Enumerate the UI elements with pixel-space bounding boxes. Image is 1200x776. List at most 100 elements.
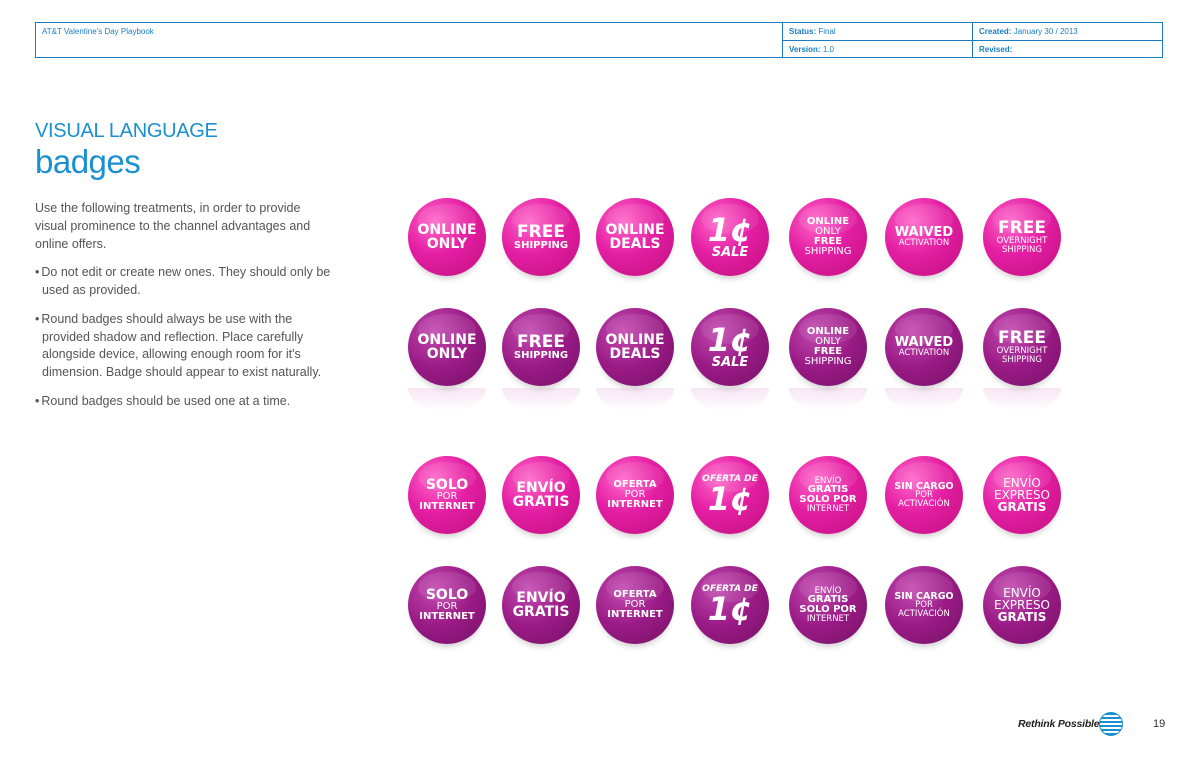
badge-line: POR [436, 601, 458, 612]
badge-line: SIN CARGO [894, 590, 954, 602]
badge-solo-por-internet: SOLO POR INTERNET [408, 456, 486, 534]
badge-line: 1¢ [707, 211, 753, 250]
badge-line: OFERTA [613, 589, 657, 600]
badge-line: SHIPPING [513, 349, 569, 361]
badge-line: POR [624, 489, 646, 500]
guideline-item: Round badges should be used one at a tim… [35, 393, 335, 411]
badge-envio-gratis-dark: ENVÍO GRATIS [502, 566, 580, 644]
badge-line: ONLY [426, 346, 468, 362]
created-row: Created: January 30 / 2013 [973, 23, 1162, 40]
badge-line: ONLINE [605, 332, 665, 348]
created-label: Created: [979, 27, 1012, 36]
badge-free-shipping: FREE SHIPPING [502, 198, 580, 276]
badge-line: 1¢ [707, 321, 753, 360]
badge-line: ONLINE [605, 222, 665, 238]
badge-line: ENVÍO [516, 590, 566, 606]
badge-line: SHIPPING [1002, 354, 1042, 365]
badge-oferta-de-1-cent: OFERTA DE 1¢ [691, 456, 769, 534]
badge-online-only: ONLINE ONLY [408, 198, 486, 276]
badge-line: EXPRESO [993, 488, 1051, 502]
badge-line: GRATIS [997, 610, 1047, 624]
badge-line: INTERNET [607, 609, 663, 620]
badge-line: INTERNET [607, 499, 663, 510]
badge-line: 1¢ [707, 480, 753, 519]
badge-line: POR [436, 491, 458, 502]
badge-waived-activation-dark: WAIVED ACTIVATION [885, 308, 963, 386]
guideline-list: Do not edit or create new ones. They sho… [35, 264, 335, 423]
badge-line: FREE [517, 221, 565, 242]
badge-line: INTERNET [806, 614, 850, 624]
badge-line: EXPRESO [993, 598, 1051, 612]
badge-line: GRATIS [807, 484, 849, 495]
badge-reflection [596, 388, 674, 412]
header-doc-title-cell: AT&T Valentine's Day Playbook [36, 23, 782, 57]
badge-line: ONLY [426, 236, 468, 252]
badge-line: SHIPPING [804, 356, 852, 367]
version-row: Version: 1.0 [783, 40, 972, 58]
badge-reflection [885, 388, 963, 412]
badge-line: ACTIVATION [898, 238, 950, 249]
badge-line: ENVÍO [814, 585, 842, 596]
badge-line: GRATIS [512, 494, 570, 510]
badge-free-overnight-shipping: FREE OVERNIGHT SHIPPING [983, 198, 1061, 276]
version-value: 1.0 [822, 45, 834, 54]
badge-reflection [408, 388, 486, 412]
badge-free-overnight-shipping-dark: FREE OVERNIGHT SHIPPING [983, 308, 1061, 386]
footer-tagline: Rethink Possible [1018, 718, 1100, 730]
badge-oferta-de-1-cent-dark: OFERTA DE 1¢ [691, 566, 769, 644]
badge-envio-expreso-gratis: ENVÍO EXPRESO GRATIS [983, 456, 1061, 534]
badge-envio-gratis: ENVÍO GRATIS [502, 456, 580, 534]
badge-line: ACTIVACIÓN [898, 608, 950, 619]
badge-line: POR [624, 599, 646, 610]
badge-line: ENVÍO [516, 480, 566, 496]
badge-waived-activation: WAIVED ACTIVATION [885, 198, 963, 276]
badge-line: ENVÍO [814, 475, 842, 486]
badge-sin-cargo-por-activacion-dark: SIN CARGO POR ACTIVACIÓN [885, 566, 963, 644]
revised-row: Revised: [973, 40, 1162, 58]
badge-line: ONLINE [806, 326, 850, 337]
badge-reflection [983, 388, 1061, 412]
badge-line: INTERNET [419, 611, 475, 622]
badge-online-only-free-shipping: ONLINE ONLY FREE SHIPPING [789, 198, 867, 276]
badge-line: OVERNIGHT [996, 346, 1048, 356]
badge-one-cent-sale: 1¢ SALE [691, 198, 769, 276]
badge-online-only-dark: ONLINE ONLY [408, 308, 486, 386]
page-number: 19 [1153, 718, 1166, 730]
badge-line: POR [915, 490, 933, 501]
badge-line: ENVÍO [1003, 476, 1041, 490]
badge-solo-por-internet-dark: SOLO POR INTERNET [408, 566, 486, 644]
badge-line: SOLO [425, 587, 469, 603]
badge-reflection [502, 388, 580, 412]
badge-line: ONLINE [806, 216, 850, 227]
badge-line: SALE [711, 244, 749, 260]
badge-line: FREE [998, 328, 1046, 348]
badge-line: ONLY [815, 226, 841, 237]
badge-envio-gratis-solo-por-internet: ENVÍO GRATIS SOLO POR INTERNET [789, 456, 867, 534]
badge-line: GRATIS [807, 594, 849, 605]
badge-line: SOLO [425, 477, 469, 493]
badge-oferta-por-internet: OFERTA POR INTERNET [596, 456, 674, 534]
badge-line: OVERNIGHT [996, 236, 1048, 246]
badge-line: WAIVED [894, 225, 954, 241]
badge-line: OFERTA DE [702, 474, 758, 485]
badge-line: SHIPPING [804, 246, 852, 257]
revised-label: Revised: [979, 45, 1013, 54]
status-value: Final [818, 27, 836, 36]
badge-line: ACTIVACIÓN [898, 498, 950, 509]
badge-line: ENVÍO [1003, 586, 1041, 600]
badge-line: INTERNET [419, 501, 475, 512]
status-row: Status: Final [783, 23, 972, 40]
badge-line: FREE [517, 331, 565, 352]
badge-grid: ONLINE ONLY FREE SHIPPING ONLINE DEALS 1… [408, 198, 1078, 648]
guideline-item: Round badges should always be use with t… [35, 311, 335, 381]
badge-line: SHIPPING [513, 239, 569, 251]
header-dates-cell: Created: January 30 / 2013 Revised: [972, 23, 1162, 57]
badge-sin-cargo-por-activacion: SIN CARGO POR ACTIVACIÓN [885, 456, 963, 534]
header-status-cell: Status: Final Version: 1.0 [782, 23, 972, 57]
badge-line: ONLINE [417, 332, 477, 348]
badge-line: SIN CARGO [894, 480, 954, 492]
badge-line: DEALS [609, 346, 661, 362]
page-title: badges [35, 143, 141, 180]
intro-paragraph: Use the following treatments, in order t… [35, 201, 311, 251]
badge-free-shipping-dark: FREE SHIPPING [502, 308, 580, 386]
